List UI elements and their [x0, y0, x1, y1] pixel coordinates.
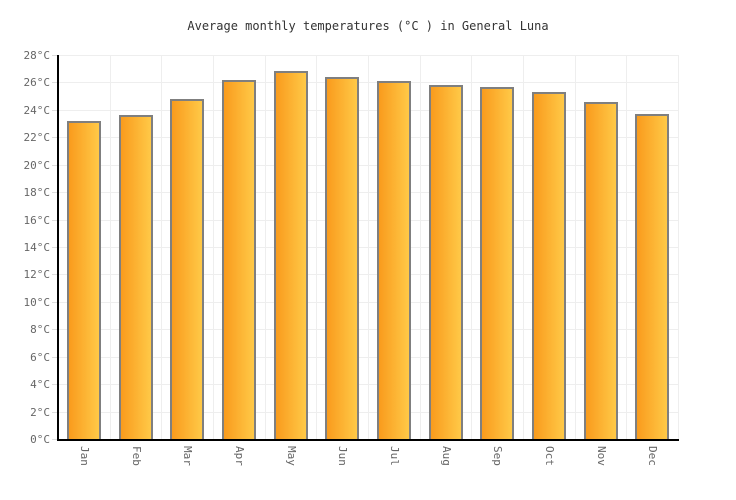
- y-axis-tick: [52, 439, 58, 440]
- chart-title: Average monthly temperatures (°C ) in Ge…: [187, 19, 549, 33]
- gridline-vertical: [368, 55, 369, 439]
- y-axis-tick: [52, 301, 58, 303]
- bar-oct: [532, 92, 566, 439]
- x-axis-label-may: May: [284, 446, 298, 466]
- y-axis-label: 10°C: [23, 295, 51, 309]
- bar-jun: [325, 76, 359, 439]
- plot-area: [58, 55, 679, 439]
- gridline-vertical: [110, 55, 111, 439]
- bar-dec: [635, 113, 669, 439]
- gridline-vertical: [213, 55, 214, 439]
- gridline-vertical: [420, 55, 421, 439]
- y-axis-label: 24°C: [23, 103, 51, 117]
- y-axis-tick: [52, 55, 58, 56]
- gridline-vertical: [678, 55, 679, 439]
- bar-nov: [584, 101, 618, 439]
- gridline-vertical: [575, 55, 576, 439]
- y-axis-line: [57, 55, 59, 441]
- y-axis-label: 12°C: [23, 268, 51, 282]
- y-axis-tick: [52, 247, 58, 248]
- x-axis-label-jul: Jul: [387, 446, 401, 466]
- y-axis-label: 18°C: [23, 186, 51, 200]
- y-axis-tick: [52, 82, 58, 84]
- x-axis-label-mar: Mar: [181, 446, 195, 466]
- gridline-vertical: [626, 55, 627, 439]
- x-axis-label-apr: Apr: [232, 446, 246, 466]
- y-axis-label: 4°C: [30, 378, 50, 392]
- y-axis-tick: [52, 137, 58, 139]
- y-axis-tick: [52, 192, 58, 194]
- bar-feb: [119, 115, 153, 439]
- y-axis-label: 2°C: [30, 405, 50, 419]
- x-axis-label-sep: Sep: [491, 446, 505, 466]
- y-axis-label: 6°C: [30, 350, 50, 364]
- gridline-vertical: [471, 55, 472, 439]
- y-axis-tick: [52, 274, 58, 276]
- x-axis-line: [57, 439, 679, 441]
- y-axis-label: 20°C: [23, 158, 51, 172]
- y-axis-tick: [52, 109, 58, 111]
- gridline-vertical: [316, 55, 317, 439]
- bar-may: [274, 71, 308, 439]
- y-axis-label: 0°C: [30, 433, 50, 446]
- y-axis-tick: [52, 356, 58, 358]
- x-axis-label-dec: Dec: [646, 446, 660, 466]
- x-axis-label-jan: Jan: [77, 446, 91, 466]
- x-axis-label-aug: Aug: [439, 446, 453, 466]
- bar-jul: [377, 81, 411, 439]
- x-axis-label-nov: Nov: [594, 446, 608, 466]
- y-axis-tick: [52, 164, 58, 166]
- bar-mar: [170, 98, 204, 439]
- y-axis-tick: [52, 411, 58, 413]
- bar-aug: [429, 85, 463, 439]
- y-axis-tick: [52, 219, 58, 221]
- x-axis-label-jun: Jun: [336, 446, 350, 466]
- gridline-vertical: [265, 55, 266, 439]
- y-axis-label: 28°C: [23, 49, 51, 62]
- y-axis-label: 14°C: [23, 241, 51, 254]
- bar-jan: [67, 120, 101, 439]
- y-axis-label: 22°C: [23, 131, 51, 145]
- y-axis-tick: [52, 384, 58, 386]
- bar-apr: [222, 79, 256, 439]
- y-axis-tick: [52, 329, 58, 331]
- x-axis-label-feb: Feb: [129, 446, 143, 466]
- bar-sep: [480, 86, 514, 439]
- y-axis-label: 16°C: [23, 213, 51, 227]
- y-axis-label: 26°C: [23, 76, 51, 90]
- x-axis-label-oct: Oct: [542, 446, 556, 466]
- gridline-vertical: [161, 55, 162, 439]
- y-axis-label: 8°C: [30, 323, 50, 337]
- gridline-vertical: [523, 55, 524, 439]
